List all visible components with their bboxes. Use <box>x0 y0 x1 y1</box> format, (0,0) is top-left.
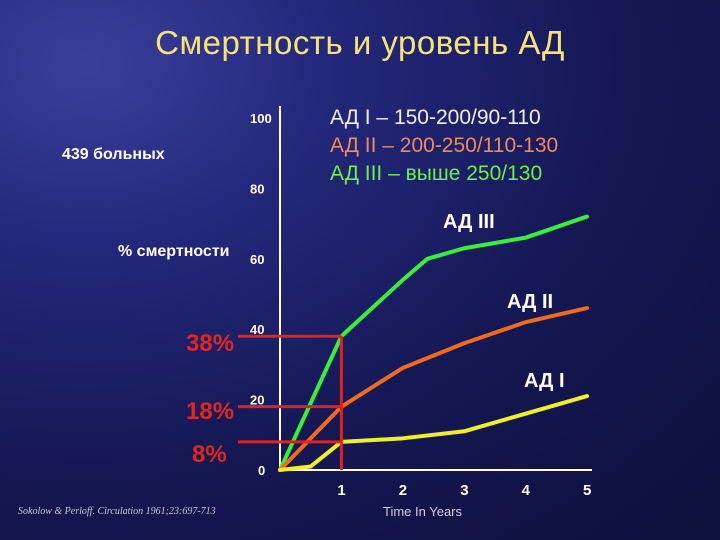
series-line-1 <box>278 214 589 472</box>
y-axis-title: % смертности <box>118 243 230 260</box>
legend-item-ad3: АД III – выше 250/130 <box>330 162 543 185</box>
legend-item-ad1: АД I – 150-200/90-110 <box>330 106 541 129</box>
legend-item-ad2: АД II – 200-250/110-130 <box>330 134 559 157</box>
source-citation: Sokolow & Perloff. Circulation 1961;23:6… <box>18 506 216 517</box>
series-line-3 <box>278 394 589 472</box>
y-tick-label: 40 <box>250 322 264 337</box>
series-label-3: АД I <box>524 370 565 392</box>
x-tick-label: 1 <box>337 482 345 499</box>
y-tick-label: 80 <box>250 181 264 196</box>
series-line-2 <box>278 306 589 472</box>
y-tick-label: 0 <box>258 463 265 478</box>
x-tick-label: 3 <box>460 482 468 499</box>
x-tick-label: 4 <box>522 482 531 499</box>
x-axis-label: Time In Years <box>383 504 463 519</box>
x-tick-label: 5 <box>583 482 591 499</box>
y-tick-label: 20 <box>250 393 264 408</box>
y-tick-label: 100 <box>250 111 272 126</box>
y-tick-label: 60 <box>250 252 264 267</box>
page-title: Смертность и уровень АД <box>155 24 565 61</box>
series-label-2: АД II <box>507 291 553 313</box>
highlight-38-label: 38% <box>186 330 235 357</box>
highlight-8-label: 8% <box>192 441 227 468</box>
highlight-18-label: 18% <box>186 398 235 425</box>
patients-count-label: 439 больных <box>62 146 165 163</box>
legend: АД I – 150-200/90-110 АД II – 200-250/11… <box>330 104 558 188</box>
x-tick-label: 2 <box>399 482 407 499</box>
series-label-1: АД III <box>443 211 495 233</box>
